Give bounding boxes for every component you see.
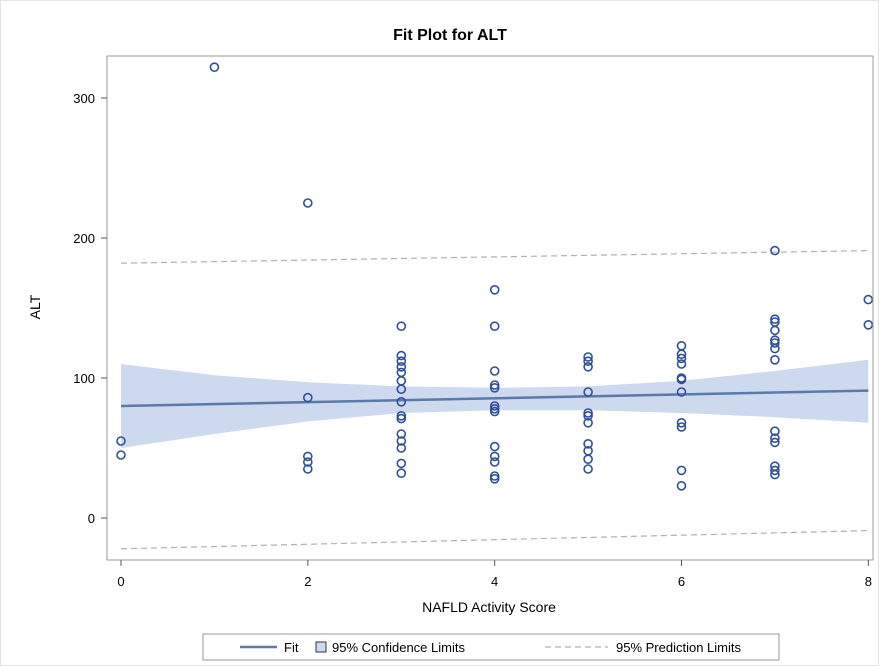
data-point: [489, 403, 500, 414]
data-point: [676, 387, 687, 397]
data-point: [302, 198, 313, 208]
legend-confidence-swatch: [315, 641, 327, 653]
data-point: [116, 450, 126, 460]
data-point: [863, 319, 874, 330]
fit-line-layer: [120, 389, 869, 408]
data-point: [770, 433, 780, 444]
plot-frame: [106, 55, 874, 561]
data-point: [770, 325, 780, 336]
x-tick-label: 2: [304, 574, 311, 589]
data-point: [583, 417, 593, 428]
x-tick-label: 8: [865, 574, 872, 589]
y-tick-label: 0: [88, 511, 95, 526]
data-point: [489, 380, 500, 390]
data-point: [396, 443, 407, 453]
data-point: [489, 441, 500, 452]
data-point: [489, 471, 500, 481]
data-point: [396, 413, 407, 424]
data-point: [676, 349, 687, 360]
data-point: [396, 436, 407, 446]
data-point: [583, 438, 593, 449]
scatter-points-layer: [116, 62, 874, 491]
data-point: [583, 454, 593, 465]
y-tick-label: 100: [73, 371, 95, 386]
data-point: [676, 422, 687, 432]
data-point: [489, 382, 500, 393]
prediction-limit-upper: [121, 250, 869, 264]
data-point: [770, 343, 780, 354]
data-point: [863, 294, 874, 305]
data-point: [396, 350, 407, 361]
data-point: [489, 406, 500, 417]
data-point: [583, 352, 593, 362]
data-point: [302, 392, 313, 403]
data-point: [770, 245, 780, 256]
data-point: [489, 366, 500, 376]
data-point: [396, 396, 407, 407]
data-point: [676, 465, 687, 476]
legend-frame: [202, 633, 780, 661]
data-point: [583, 356, 593, 367]
data-point: [583, 361, 593, 372]
data-point: [489, 321, 500, 332]
data-point: [489, 401, 500, 411]
y-axis: 0 100 200 300: [73, 91, 107, 526]
x-tick-label: 0: [117, 574, 124, 589]
data-point: [676, 480, 687, 491]
chart-title: Fit Plot for ALT: [393, 27, 507, 44]
legend-prediction-label: 95% Prediction Limits: [616, 640, 741, 655]
legend-fit-label: Fit: [284, 640, 299, 655]
data-point: [302, 464, 313, 474]
data-point: [583, 464, 593, 474]
legend: Fit 95% Confidence Limits 95% Prediction…: [202, 633, 780, 661]
data-point: [396, 384, 407, 395]
data-point: [770, 338, 780, 348]
data-point: [209, 62, 220, 72]
y-tick-label: 200: [73, 231, 95, 246]
data-point: [583, 410, 593, 421]
data-point: [396, 356, 407, 367]
data-point: [116, 436, 126, 446]
data-point: [396, 458, 407, 469]
data-point: [302, 457, 313, 467]
data-point: [489, 457, 500, 467]
y-tick-label: 300: [73, 91, 95, 106]
data-point: [583, 387, 593, 397]
data-point: [489, 451, 500, 462]
legend-confidence-label: 95% Confidence Limits: [332, 640, 465, 655]
data-point: [770, 426, 780, 437]
data-point: [583, 408, 593, 418]
data-point: [676, 417, 687, 428]
x-axis-label: NAFLD Activity Score: [422, 599, 556, 615]
data-point: [770, 314, 780, 325]
data-point: [489, 473, 500, 484]
data-point: [396, 429, 407, 439]
data-point: [676, 359, 687, 369]
data-point: [302, 451, 313, 462]
prediction-limit-lower: [120, 530, 869, 550]
data-point: [489, 284, 500, 295]
data-point: [396, 410, 407, 421]
y-axis-label: ALT: [27, 294, 43, 319]
prediction-limits-layer: [120, 250, 869, 550]
x-axis: 0 2 4 6 8: [117, 560, 872, 589]
data-point: [770, 437, 780, 448]
data-point: [770, 354, 780, 365]
x-tick-label: 6: [678, 574, 685, 589]
data-point: [676, 374, 687, 385]
fit-line: [120, 389, 869, 408]
data-point: [396, 468, 407, 479]
data-point: [770, 469, 780, 480]
data-point: [396, 361, 407, 372]
data-point: [396, 321, 407, 332]
x-tick-label: 4: [491, 574, 498, 589]
data-point: [770, 465, 780, 476]
data-point: [676, 353, 687, 364]
